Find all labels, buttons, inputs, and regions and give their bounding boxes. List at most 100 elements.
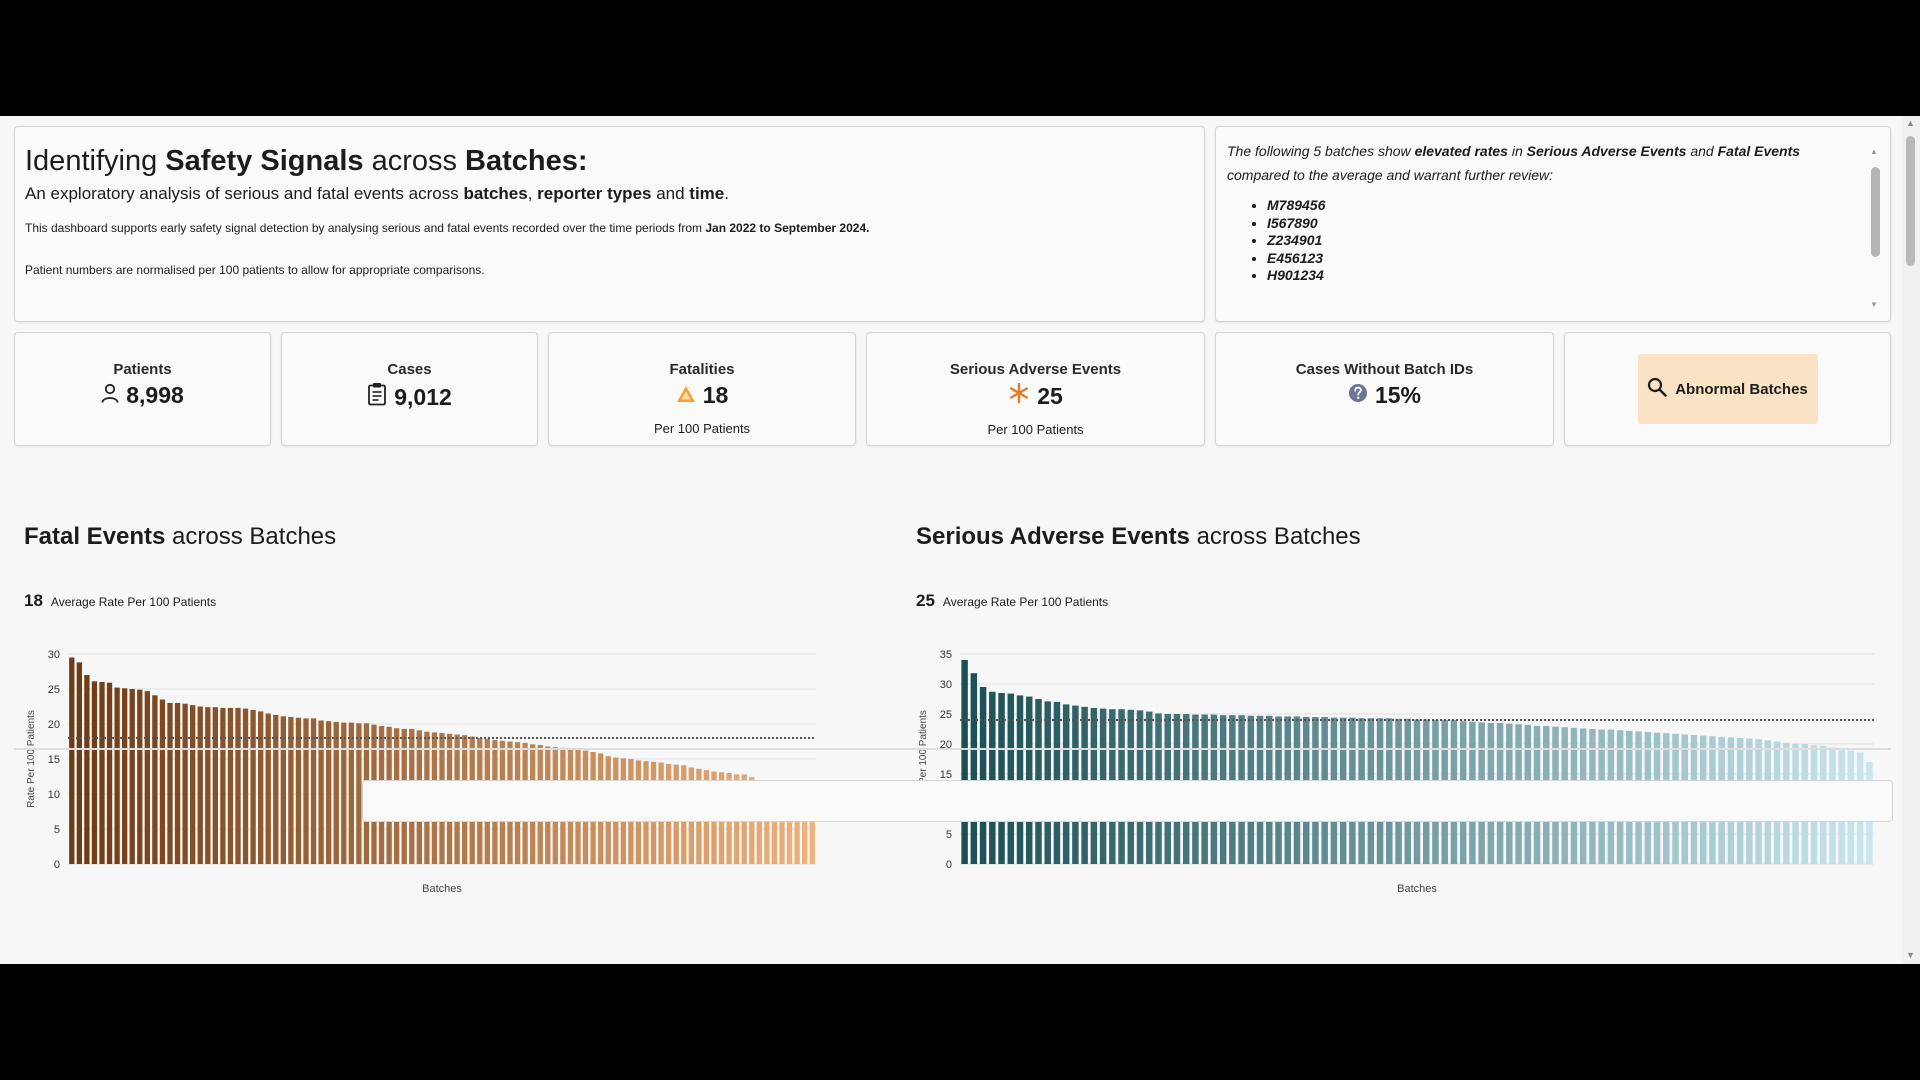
x-axis-label: Batches <box>1397 883 1437 895</box>
bar[interactable] <box>137 689 143 864</box>
bar[interactable] <box>212 707 218 864</box>
bar[interactable] <box>235 707 241 864</box>
bar[interactable] <box>970 673 978 864</box>
bar[interactable] <box>265 713 271 865</box>
scroll-up-icon[interactable]: ▲ <box>1870 147 1878 156</box>
y-tick-label: 20 <box>48 719 60 731</box>
bar[interactable] <box>989 691 996 864</box>
bar[interactable] <box>326 721 332 864</box>
bar[interactable] <box>99 682 105 864</box>
intro-panel: Identifying Safety Signals across Batche… <box>14 126 1205 322</box>
bar[interactable] <box>786 792 793 864</box>
scroll-down-icon[interactable]: ▼ <box>1870 300 1878 309</box>
y-axis-label: Rate Per 100 Patients <box>26 710 37 808</box>
y-tick-label: 5 <box>946 829 952 841</box>
scroll-down-icon[interactable]: ▼ <box>1906 950 1915 960</box>
bar[interactable] <box>258 711 264 864</box>
page-subtitle: An exploratory analysis of serious and f… <box>25 184 729 203</box>
warning-icon <box>676 382 696 409</box>
average-label: Average Rate Per 100 Patients <box>50 595 217 609</box>
bar[interactable] <box>318 720 324 865</box>
bar[interactable] <box>802 802 808 864</box>
kpi-cases: Cases 9,012 <box>281 332 538 446</box>
bar[interactable] <box>106 682 113 864</box>
kpi-label: Cases <box>387 361 432 378</box>
bar[interactable] <box>998 693 1005 864</box>
sae-chart-title: Serious Adverse Events across Batches <box>916 523 1361 550</box>
review-scrollbar[interactable]: ▲ ▼ <box>1870 147 1880 309</box>
bar[interactable] <box>310 718 317 864</box>
bar[interactable] <box>242 708 249 864</box>
bar[interactable] <box>250 710 256 864</box>
bar[interactable] <box>779 789 785 864</box>
bar[interactable] <box>205 707 211 864</box>
scroll-thumb[interactable] <box>1871 167 1880 257</box>
scroll-thumb[interactable] <box>1906 136 1915 266</box>
bar[interactable] <box>756 781 762 864</box>
bar[interactable] <box>159 699 166 865</box>
y-tick-label: 15 <box>48 754 60 766</box>
bar[interactable] <box>227 707 234 864</box>
search-icon <box>1647 377 1667 401</box>
y-tick-label: 5 <box>54 824 60 836</box>
bar[interactable] <box>190 705 196 864</box>
bar[interactable] <box>220 707 226 864</box>
kpi-unit: Per 100 Patients <box>987 422 1084 437</box>
bar[interactable] <box>167 703 173 864</box>
sae-average: 25 Average Rate Per 100 Patients <box>916 591 1108 611</box>
page-title: Identifying Safety Signals across Batche… <box>25 145 588 177</box>
normalisation-note: Patient numbers are normalised per 100 p… <box>25 263 485 277</box>
page-scrollbar[interactable]: ▲ ▼ <box>1902 116 1920 964</box>
bar[interactable] <box>182 703 188 864</box>
bar[interactable] <box>91 681 98 864</box>
y-tick-label: 25 <box>48 684 60 696</box>
average-value: 25 <box>916 591 935 610</box>
y-tick-label: 15 <box>940 769 952 781</box>
bar[interactable] <box>152 695 158 864</box>
bar[interactable] <box>295 717 302 864</box>
review-panel[interactable]: The following 5 batches show elevated ra… <box>1215 126 1891 322</box>
list-item: E456123 <box>1267 250 1830 268</box>
abnormal-batches-label: Abnormal Batches <box>1675 380 1808 398</box>
kpi-value: 9,012 <box>394 383 452 410</box>
bar[interactable] <box>273 714 279 864</box>
bar[interactable] <box>348 722 354 864</box>
asterisk-icon <box>1008 382 1030 410</box>
bar[interactable] <box>794 794 800 864</box>
bar[interactable] <box>356 723 362 864</box>
review-note: The following 5 batches show elevated ra… <box>1227 143 1801 183</box>
bar[interactable] <box>197 706 203 865</box>
kpi-label: Cases Without Batch IDs <box>1295 361 1474 378</box>
bar[interactable] <box>961 660 968 864</box>
y-axis-label: Rate Per 100 Patients <box>918 710 929 808</box>
bar[interactable] <box>144 691 150 864</box>
y-tick-label: 35 <box>940 649 952 661</box>
bar[interactable] <box>288 717 294 864</box>
bar[interactable] <box>114 687 120 864</box>
dashboard-viewport: Identifying Safety Signals across Batche… <box>0 116 1920 964</box>
kpi-label: Serious Adverse Events <box>949 361 1122 378</box>
bar[interactable] <box>1016 695 1024 864</box>
abnormal-batches-button[interactable]: Abnormal Batches <box>1637 354 1818 424</box>
bar[interactable] <box>979 687 987 864</box>
bar[interactable] <box>303 718 309 864</box>
bar[interactable] <box>1007 693 1015 864</box>
bar[interactable] <box>69 657 75 865</box>
bar[interactable] <box>771 785 778 864</box>
bar[interactable] <box>129 689 135 864</box>
bar[interactable] <box>341 722 347 864</box>
bar[interactable] <box>280 716 286 864</box>
y-tick-label: 25 <box>940 709 952 721</box>
bar[interactable] <box>122 688 128 864</box>
bar[interactable] <box>76 662 82 864</box>
bar[interactable] <box>174 703 181 864</box>
abnormal-batches-panel: Abnormal Batches <box>1564 332 1891 446</box>
bar[interactable] <box>84 675 90 864</box>
list-item: Z234901 <box>1267 232 1830 250</box>
bar[interactable] <box>809 807 815 864</box>
kpi-value: 25 <box>1037 382 1063 409</box>
kpi-patients: Patients 8,998 <box>14 332 271 446</box>
scroll-up-icon[interactable]: ▲ <box>1906 118 1915 128</box>
bar[interactable] <box>764 782 770 864</box>
bar[interactable] <box>333 721 339 864</box>
